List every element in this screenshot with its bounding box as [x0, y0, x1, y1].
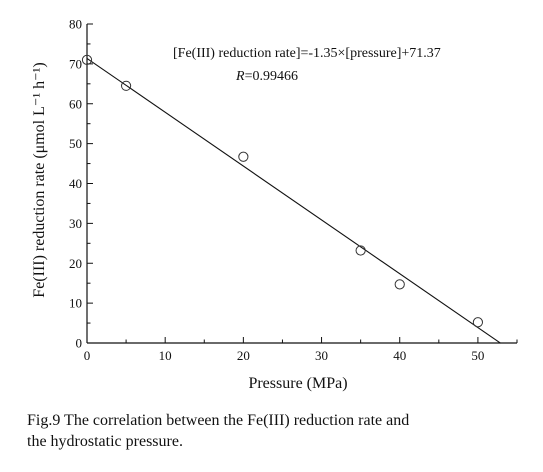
data-points: [81, 54, 484, 328]
data-point: [355, 245, 366, 256]
y-tick-label: 30: [69, 216, 82, 231]
axes: [86, 24, 517, 344]
x-tick-label: 30: [315, 348, 328, 363]
x-tick-label: 20: [237, 348, 250, 363]
x-tick-label: 0: [84, 348, 91, 363]
y-tick-label: 80: [69, 17, 82, 32]
regression-equation: [Fe(III) reduction rate]=-1.35×[pressure…: [173, 46, 441, 61]
ticks: 0 10 20 30 40 50 60 70 80 0 10 20 30 40 50: [69, 17, 518, 363]
data-point: [120, 80, 132, 91]
data-point: [238, 151, 249, 162]
figure-caption: Fig.9 The correlation between the Fe(III…: [27, 410, 527, 452]
data-point: [394, 279, 405, 290]
correlation-value: =0.99466: [245, 69, 298, 84]
y-tick-label: 0: [76, 336, 83, 351]
correlation-annotation: R=0.99466: [235, 69, 298, 84]
y-tick-label: 60: [69, 96, 82, 111]
y-tick-label: 20: [69, 256, 82, 271]
y-tick-label: 70: [69, 56, 82, 71]
caption-line-2: the hydrostatic pressure.: [27, 433, 183, 450]
regression-line: [86, 57, 501, 344]
x-tick-label: 50: [471, 348, 484, 363]
fit-line-group: [86, 57, 501, 344]
x-axis-label: Pressure (MPa): [248, 375, 347, 392]
data-point: [472, 317, 484, 328]
caption-line-1: Fig.9 The correlation between the Fe(III…: [27, 412, 410, 429]
chart: 0 10 20 30 40 50 60 70 80 0 10 20 30 40 50 Pressure (M…: [31, 17, 518, 392]
y-tick-label: 50: [69, 136, 82, 151]
x-tick-label: 40: [393, 348, 406, 363]
x-tick-label: 10: [159, 348, 172, 363]
data-point: [81, 54, 93, 65]
y-tick-label: 40: [69, 176, 82, 191]
y-tick-label: 10: [69, 296, 82, 311]
correlation-symbol: R: [235, 69, 245, 84]
y-axis-label: Fe(III) reduction rate (μmol L⁻¹ h⁻¹): [31, 62, 48, 297]
